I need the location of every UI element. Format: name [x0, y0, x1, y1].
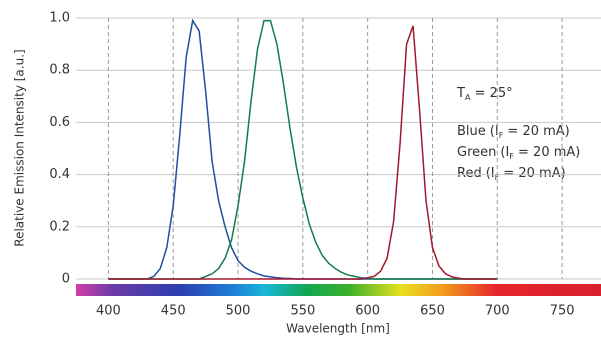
y-tick-label: 0.4 [49, 167, 70, 182]
series-line [108, 25, 498, 280]
legend-entry: Green (IF = 20 mA) [457, 145, 580, 161]
x-tick-label: 550 [290, 304, 315, 319]
x-axis-label: Wavelength [nm] [286, 322, 390, 336]
y-tick-label: 1.0 [49, 11, 70, 26]
series-line [108, 18, 498, 280]
y-tick-label: 0 [62, 272, 70, 287]
y-axis-label: Relative Emission Intensity [a.u.] [13, 49, 27, 246]
legend-note: (I [486, 166, 495, 181]
series-line [108, 19, 498, 280]
legend-name: Blue [457, 124, 486, 139]
legend-note: = 20 mA) [503, 124, 569, 139]
legend-note: F [509, 152, 514, 161]
annotation: TA = 25° [456, 86, 513, 102]
legend-note: (I [500, 145, 509, 160]
x-tick-label: 750 [550, 304, 575, 319]
legend-entry: Blue (IF = 20 mA) [457, 124, 570, 140]
spectrum-bar [76, 284, 601, 296]
legend: Blue (IF = 20 mA)Green (IF = 20 mA)Red (IF … [457, 124, 580, 182]
x-tick-label: 600 [355, 304, 380, 319]
legend-entry: Red (IF = 20 mA) [457, 166, 566, 182]
legend-name: Green [457, 145, 496, 160]
legend-name: Red [457, 166, 482, 181]
y-tick-label: 0.8 [49, 63, 70, 78]
legend-note: F [495, 173, 500, 182]
legend-note: F [499, 131, 504, 140]
x-tick-label: 700 [485, 304, 510, 319]
x-tick-label: 500 [226, 304, 251, 319]
x-tick-label: 400 [96, 304, 121, 319]
x-tick-label: 650 [420, 304, 445, 319]
y-tick-label: 0.2 [49, 219, 70, 234]
y-tick-label: 0.6 [49, 115, 70, 130]
legend-note: = 20 mA) [499, 166, 565, 181]
legend-note: = 20 mA) [514, 145, 580, 160]
x-tick-label: 450 [161, 304, 186, 319]
legend-note: (I [490, 124, 499, 139]
